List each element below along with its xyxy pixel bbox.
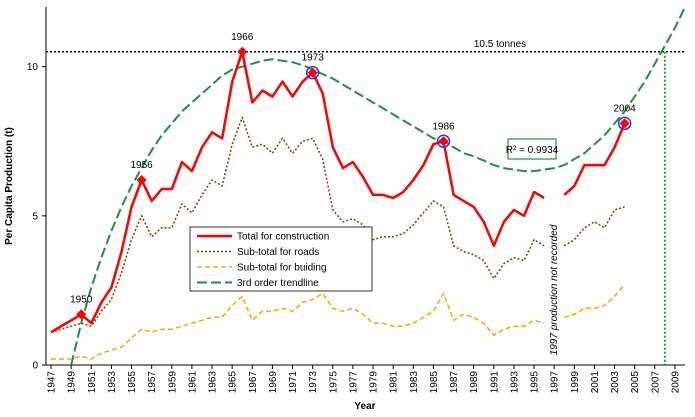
- x-tick-label: 1959: [167, 371, 178, 394]
- highlight-marker: [76, 309, 87, 320]
- y-axis-title: Per Capita Production (t): [4, 127, 15, 245]
- x-tick-label: 1987: [449, 371, 460, 394]
- series-line: [50, 50, 626, 334]
- x-tick-label: 1953: [107, 371, 118, 394]
- x-tick-label: 1947: [47, 371, 58, 394]
- annotation: 1997 production not recorded: [549, 224, 560, 355]
- x-tick-label: 2001: [590, 371, 601, 394]
- legend: Total for construction Sub-total for road…: [189, 226, 373, 292]
- highlight-marker: [307, 67, 318, 78]
- series-line: [50, 116, 625, 333]
- y-tick-label: 0: [32, 361, 38, 372]
- r-squared-box: [507, 138, 557, 160]
- x-tick-label: 1981: [389, 371, 400, 394]
- y-tick-label: 5: [32, 211, 38, 222]
- x-tick-label: 1965: [228, 371, 239, 394]
- x-tick-label: 1993: [509, 371, 520, 394]
- highlight-circle: [617, 116, 632, 131]
- x-tick-label: 1999: [570, 371, 581, 394]
- highlight-label: 1966: [231, 32, 254, 43]
- legend-label: Total for construction: [237, 232, 329, 243]
- x-tick-label: 2003: [610, 371, 621, 394]
- legend-label: 3rd order trendline: [237, 278, 319, 289]
- reference-label: 10.5 tonnes: [474, 39, 526, 50]
- y-tick-label: 10: [27, 62, 39, 73]
- x-tick-label: 1991: [489, 371, 500, 394]
- x-tick-label: 1983: [409, 371, 420, 394]
- highlight-marker: [237, 46, 248, 57]
- highlight-circle: [305, 65, 320, 80]
- highlight-marker: [438, 136, 449, 147]
- x-tick-label: 1969: [268, 371, 279, 394]
- highlight-marker: [136, 175, 147, 186]
- x-tick-label: 1977: [348, 371, 359, 394]
- x-tick-label: 1961: [187, 371, 198, 394]
- x-tick-label: 1957: [147, 371, 158, 394]
- x-tick-label: 1955: [127, 371, 138, 394]
- x-tick-label: 1985: [429, 371, 440, 394]
- x-tick-label: 2009: [670, 371, 681, 394]
- r-squared-label: R² = 0.9934: [506, 145, 559, 156]
- x-tick-label: 1951: [87, 371, 98, 394]
- x-tick-label: 2007: [650, 371, 661, 394]
- highlight-label: 1956: [130, 160, 153, 171]
- highlight-marker: [619, 118, 630, 129]
- x-tick-label: 1971: [288, 371, 299, 394]
- x-tick-label: 1995: [530, 371, 541, 394]
- highlight-label: 2004: [613, 103, 636, 114]
- x-tick-label: 1997: [550, 371, 561, 394]
- x-tick-label: 1979: [369, 371, 380, 394]
- highlight-label: 1950: [70, 294, 93, 305]
- highlight-label: 1973: [302, 53, 325, 64]
- x-tick-label: 1975: [328, 371, 339, 394]
- x-tick-label: 1949: [67, 371, 78, 394]
- legend-box: [189, 226, 373, 292]
- legend-label: Sub-total for buiding: [237, 263, 327, 274]
- x-tick-label: 1973: [308, 371, 319, 394]
- x-axis-title: Year: [354, 401, 375, 412]
- legend-label: Sub-total for roads: [237, 247, 319, 258]
- series-line: [51, 283, 626, 360]
- highlight-label: 1986: [432, 121, 455, 132]
- x-tick-label: 1967: [248, 371, 259, 394]
- x-tick-label: 1963: [208, 371, 219, 394]
- x-tick-label: 2005: [630, 371, 641, 394]
- x-tick-label: 1989: [469, 371, 480, 394]
- series-line: [70, 6, 686, 366]
- highlight-circle: [436, 134, 451, 148]
